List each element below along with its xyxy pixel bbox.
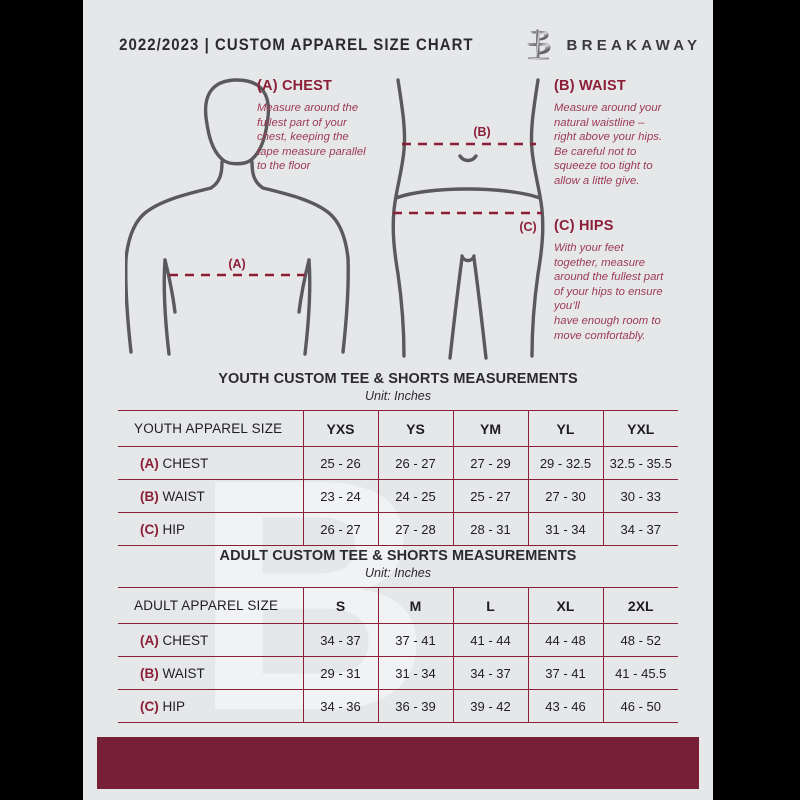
callout-hips-body: With your feet together, measure around … [554,242,664,342]
youth-size-col-4: YXL [603,410,678,447]
adult-cell-2-0: 34 - 36 [303,689,379,723]
callout-hips: (C) HIPS With your feet together, measur… [554,218,709,343]
callout-waist-title: (B) WAIST [554,78,626,94]
adult-cell-0-3: 44 - 48 [528,623,604,657]
adult-size-col-1: M [378,587,454,624]
hips-marker-label: (C) [519,220,536,234]
youth-row-2-tag: (C) [140,521,159,537]
youth-size-col-3: YL [528,410,604,447]
youth-cell-0-1: 26 - 27 [378,446,454,480]
table-header-row: YOUTH APPAREL SIZE YXS YS YM YL YXL [118,410,678,447]
table-row: (B) WAIST 23 - 24 24 - 25 25 - 27 27 - 3… [118,479,678,513]
youth-cell-1-3: 27 - 30 [528,479,604,513]
table-row: (A) CHEST 34 - 37 37 - 41 41 - 44 44 - 4… [118,623,678,657]
adult-cell-0-4: 48 - 52 [603,623,678,657]
youth-cell-0-2: 27 - 29 [453,446,529,480]
youth-cell-2-1: 27 - 28 [378,512,454,546]
youth-section-title: YOUTH CUSTOM TEE & SHORTS MEASUREMENTS [218,371,578,387]
adult-row-label-header: ADULT APPAREL SIZE [118,587,304,624]
callout-hips-title: (C) HIPS [554,218,614,234]
breakaway-b-logo-icon [527,29,551,60]
youth-cell-0-3: 29 - 32.5 [528,446,604,480]
adult-row-1-name: WAIST [162,665,205,681]
adult-row-0-tag: (A) [140,632,159,648]
callout-waist-body: Measure around your natural waistline – … [554,102,663,187]
callout-chest-body: Measure around the fullest part of your … [257,102,366,173]
table-row: (C) HIP 26 - 27 27 - 28 28 - 31 31 - 34 … [118,512,678,546]
lower-body-figure: (B) (C) [388,78,548,360]
youth-row-1-name: WAIST [162,488,205,504]
adult-cell-2-2: 39 - 42 [453,689,529,723]
adult-row-2-label: (C) HIP [118,689,304,723]
adult-cell-1-1: 31 - 34 [378,656,454,690]
youth-row-2-label: (C) HIP [118,512,304,546]
youth-cell-0-4: 32.5 - 35.5 [603,446,678,480]
size-chart-page: B 2022/2023 | CUSTOM APPAREL SIZE CHART [83,0,713,800]
youth-row-0-label: (A) CHEST [118,446,304,480]
front-torso-figure: (A) [125,72,355,360]
adult-cell-0-2: 41 - 44 [453,623,529,657]
youth-row-label-header: YOUTH APPAREL SIZE [118,410,304,447]
youth-section-unit: Unit: Inches [364,389,431,403]
youth-size-col-2: YM [453,410,529,447]
youth-row-2-name: HIP [162,521,186,537]
adult-size-col-3: XL [528,587,604,624]
adult-row-2-name: HIP [162,698,186,714]
youth-cell-2-3: 31 - 34 [528,512,604,546]
footer-accent-bar [97,737,699,789]
youth-size-col-0: YXS [303,410,379,447]
adult-section-unit: Unit: Inches [364,566,431,580]
adult-section-title: ADULT CUSTOM TEE & SHORTS MEASUREMENTS [219,548,577,564]
youth-size-col-1: YS [378,410,454,447]
adult-size-table: ADULT APPAREL SIZE S M L XL 2XL (A) CHES… [118,587,678,723]
youth-cell-1-4: 30 - 33 [603,479,678,513]
table-row: (B) WAIST 29 - 31 31 - 34 34 - 37 37 - 4… [118,656,678,690]
youth-cell-1-1: 24 - 25 [378,479,454,513]
adult-cell-1-0: 29 - 31 [303,656,379,690]
adult-cell-2-3: 43 - 46 [528,689,604,723]
callout-chest: (A) CHEST Measure around the fullest par… [257,78,407,174]
adult-row-1-tag: (B) [140,665,159,681]
youth-cell-2-2: 28 - 31 [453,512,529,546]
brand-name: BREAKAWAY [566,36,702,54]
adult-size-col-4: 2XL [603,587,678,624]
adult-row-1-label: (B) WAIST [118,656,304,690]
youth-cell-0-0: 25 - 26 [303,446,379,480]
brand-block: BREAKAWAY [523,28,701,62]
table-header-row: ADULT APPAREL SIZE S M L XL 2XL [118,587,678,624]
adult-cell-0-0: 34 - 37 [303,623,379,657]
chest-marker-label: (A) [228,257,245,271]
table-row: (C) HIP 34 - 36 36 - 39 39 - 42 43 - 46 … [118,689,678,723]
youth-cell-1-0: 23 - 24 [303,479,379,513]
measurement-diagram: (A) [83,70,713,360]
adult-cell-2-1: 36 - 39 [378,689,454,723]
page-title: 2022/2023 | CUSTOM APPAREL SIZE CHART [118,35,474,54]
adult-size-col-2: L [453,587,529,624]
adult-cell-1-3: 37 - 41 [528,656,604,690]
adult-row-0-label: (A) CHEST [118,623,304,657]
youth-row-0-tag: (A) [140,455,159,471]
waist-marker-label: (B) [473,125,490,139]
youth-cell-2-0: 26 - 27 [303,512,379,546]
adult-row-2-tag: (C) [140,698,159,714]
adult-cell-0-1: 37 - 41 [378,623,454,657]
table-row: (A) CHEST 25 - 26 26 - 27 27 - 29 29 - 3… [118,446,678,480]
youth-cell-2-4: 34 - 37 [603,512,678,546]
callout-waist: (B) WAIST Measure around your natural wa… [554,78,709,189]
page-header: 2022/2023 | CUSTOM APPAREL SIZE CHART [83,26,713,64]
adult-cell-2-4: 46 - 50 [603,689,678,723]
youth-row-1-label: (B) WAIST [118,479,304,513]
youth-cell-1-2: 25 - 27 [453,479,529,513]
youth-row-1-tag: (B) [140,488,159,504]
adult-cell-1-4: 41 - 45.5 [603,656,678,690]
youth-row-0-name: CHEST [162,455,209,471]
adult-cell-1-2: 34 - 37 [453,656,529,690]
adult-size-col-0: S [303,587,379,624]
callout-chest-title: (A) CHEST [257,78,333,94]
adult-row-0-name: CHEST [162,632,209,648]
youth-size-table: YOUTH APPAREL SIZE YXS YS YM YL YXL (A) … [118,410,678,546]
